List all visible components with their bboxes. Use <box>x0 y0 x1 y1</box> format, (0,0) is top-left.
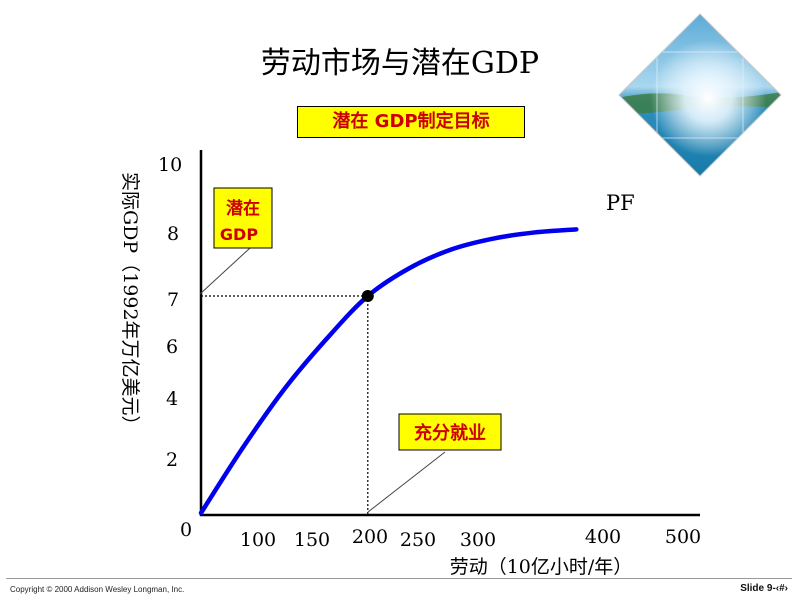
pf-curve <box>198 227 579 516</box>
footer-divider <box>6 578 792 579</box>
x-axis-title: 劳动（10亿小时/年） <box>450 556 633 578</box>
x-tick-label: 150 <box>294 529 330 551</box>
x-tick-label: 500 <box>665 526 701 548</box>
beach-photo <box>618 13 782 177</box>
x-tick-label: 200 <box>352 526 388 548</box>
y-tick-label: 4 <box>166 388 178 410</box>
y-tick-label: 7 <box>167 289 179 311</box>
potential-gdp-callout: 潜在 GDP <box>213 187 273 249</box>
y-tick-label: 8 <box>167 223 179 245</box>
slide-title: 劳动市场与潜在GDP <box>260 46 540 81</box>
x-tick-label: 250 <box>400 529 436 551</box>
y-tick-label: 6 <box>166 336 178 358</box>
slide-number: Slide 9-‹#› <box>740 583 788 594</box>
potential-gdp-callout-line1: 潜在 <box>226 198 260 219</box>
full-employment-callout-text: 充分就业 <box>414 422 486 444</box>
origin-label: 0 <box>180 519 192 541</box>
potential-gdp-callout-line2: GDP <box>220 225 258 244</box>
x-tick-label: 300 <box>460 529 496 551</box>
x-tick-label: 400 <box>585 526 621 548</box>
potential-gdp-pointer <box>199 247 251 295</box>
full-employment-pointer <box>367 451 446 513</box>
copyright: Copyright © 2000 Addison Wesley Longman,… <box>10 585 185 594</box>
pf-label: PF <box>606 191 635 215</box>
y-tick-label: 10 <box>158 154 182 176</box>
x-tick-label: 100 <box>240 529 276 551</box>
y-tick-label: 2 <box>166 449 178 471</box>
subtitle-callout: 潜在 GDP制定目标 <box>297 106 525 138</box>
y-axis-title: 实际GDP（1992年万亿美元） <box>119 172 141 435</box>
potential-gdp-point <box>361 290 374 302</box>
full-employment-callout: 充分就业 <box>398 413 502 451</box>
